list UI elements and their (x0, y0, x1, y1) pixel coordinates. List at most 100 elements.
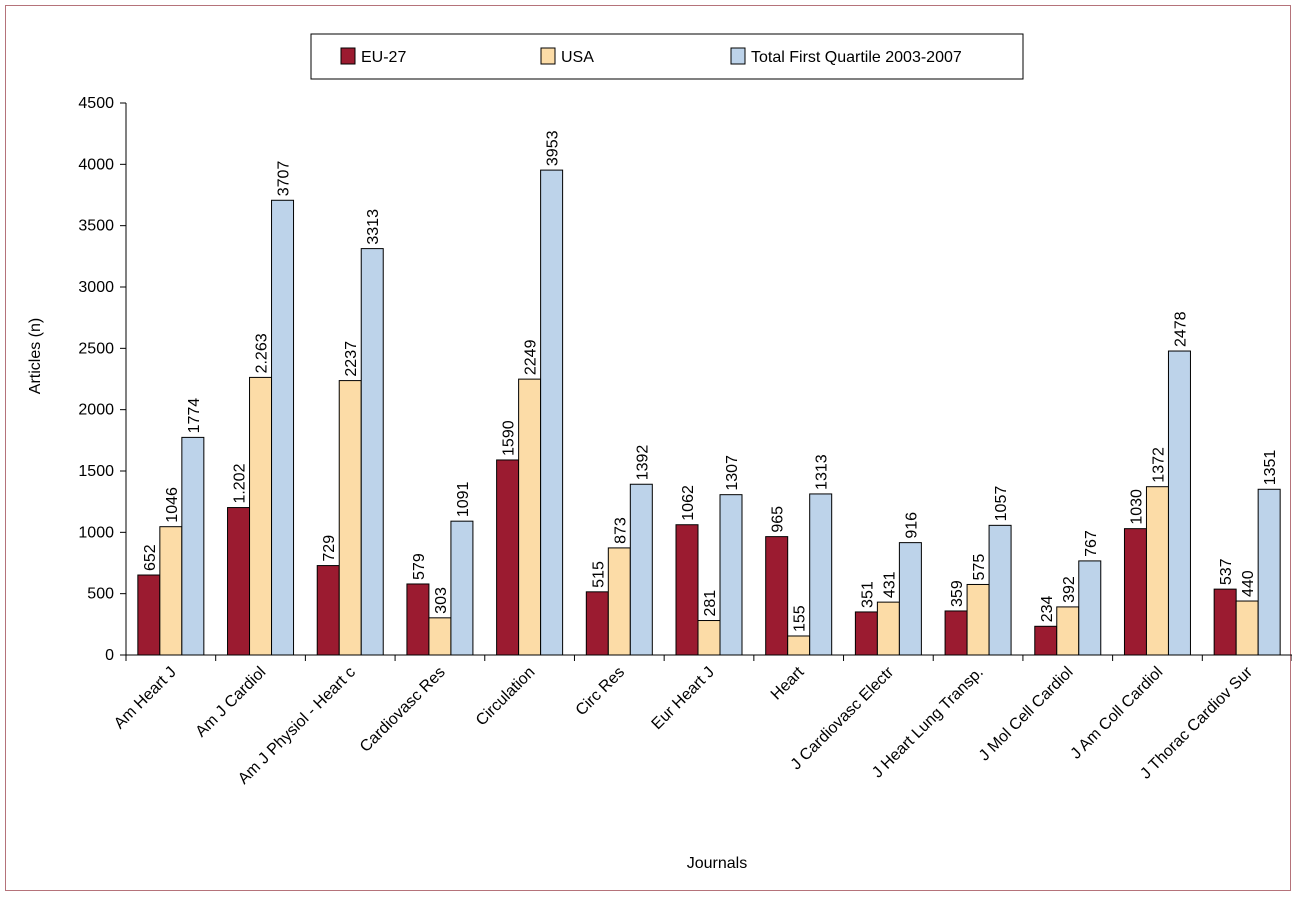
bar-chart: EU-27 USA Total First Quartile 2003-2007 0… (27, 33, 1293, 872)
bar (585, 591, 609, 656)
y-tick-label: 4500 (78, 95, 114, 112)
category-label: Heart (768, 663, 808, 703)
bar (338, 380, 362, 656)
bar-value-label: 155 (792, 605, 809, 632)
bar (607, 547, 631, 656)
bar (1167, 350, 1191, 656)
bar (988, 524, 1012, 656)
bar-value-label: 1046 (164, 487, 181, 523)
bar (765, 536, 789, 656)
bar (137, 574, 161, 656)
legend-label: USA (561, 49, 594, 66)
bar-value-label: 3313 (365, 209, 382, 245)
category-label: Circulation (473, 664, 538, 729)
bar-value-label: 1392 (634, 445, 651, 481)
bar (898, 542, 922, 656)
bar (1078, 560, 1102, 656)
category-label: Cardiovasc Res (357, 664, 449, 756)
y-tick-label: 2000 (78, 402, 114, 419)
bar (1034, 625, 1058, 656)
category-label: Circ Res (573, 664, 628, 719)
bar (944, 610, 968, 656)
bar-value-label: 1372 (1150, 447, 1167, 483)
category-label: Am J Cardiol (193, 664, 270, 741)
bar (966, 583, 990, 656)
bar-value-label: 1313 (814, 454, 831, 490)
bar-value-label: 767 (1083, 530, 1100, 557)
bar (1123, 528, 1147, 656)
category-label: J Mol Cell Cardiol (976, 664, 1077, 765)
bar-value-label: 1030 (1128, 489, 1145, 525)
bar (496, 459, 520, 656)
bar (159, 526, 183, 656)
bar (249, 376, 273, 656)
bar-value-label: 652 (142, 544, 159, 571)
bar-value-label: 965 (770, 506, 787, 533)
bar (854, 611, 878, 656)
bar-value-label: 916 (903, 512, 920, 539)
bar (1056, 606, 1080, 656)
bar-value-label: 2478 (1172, 311, 1189, 347)
bar (809, 493, 833, 656)
bar (697, 620, 721, 656)
legend-swatch (340, 47, 356, 65)
bar-value-label: 1091 (455, 481, 472, 517)
value-labels: 652 1046 1774 1.202 2.263 3707 729 2237 3313 579 3… (142, 130, 1279, 632)
legend-label: Total First Quartile 2003-2007 (751, 49, 962, 66)
bar-value-label: 2237 (343, 341, 360, 377)
bar (518, 378, 542, 656)
y-axis-label: Articles (n) (27, 318, 44, 394)
bar (1213, 588, 1237, 656)
bar (227, 507, 251, 656)
bar-value-label: 1057 (993, 486, 1010, 522)
bar (1145, 486, 1169, 656)
bar (316, 565, 340, 656)
bar (1257, 488, 1281, 656)
category-label: Am Heart J (111, 664, 180, 733)
bar-value-label: 1590 (501, 420, 518, 456)
bar (406, 583, 430, 656)
bar-value-label: 392 (1061, 576, 1078, 603)
legend-label: EU-27 (361, 49, 406, 66)
bar (719, 494, 743, 656)
bar-value-label: 1774 (186, 398, 203, 434)
y-tick-label: 3000 (78, 279, 114, 296)
bar-value-label: 2.263 (254, 333, 271, 373)
bar (271, 199, 295, 656)
bar-value-label: 537 (1218, 558, 1235, 585)
x-axis-label: Journals (687, 855, 747, 872)
y-tick-label: 3500 (78, 218, 114, 235)
bar-value-label: 351 (859, 581, 876, 608)
bar-value-label: 515 (590, 561, 607, 588)
bar-value-label: 359 (949, 580, 966, 607)
bar (629, 483, 653, 656)
bar (1235, 600, 1259, 656)
bar-value-label: 579 (411, 553, 428, 580)
bar-value-label: 1.202 (232, 463, 249, 503)
bar-value-label: 1307 (724, 455, 741, 491)
legend: EU-27 USA Total First Quartile 2003-2007 (310, 33, 1024, 80)
bar-value-label: 3707 (276, 161, 293, 197)
bar-value-label: 3953 (545, 130, 562, 166)
category-label: Eur Heart J (649, 664, 718, 733)
bar-value-label: 575 (971, 554, 988, 581)
bar-value-label: 234 (1039, 595, 1056, 622)
bar (675, 524, 699, 656)
bar (450, 520, 474, 656)
y-tick-label: 0 (105, 647, 114, 664)
bar-value-label: 729 (321, 535, 338, 562)
y-tick-label: 2500 (78, 340, 114, 357)
category-label: J Am Coll Cardiol (1068, 664, 1167, 763)
legend-swatch (730, 47, 746, 65)
legend-swatch (540, 47, 556, 65)
bar-value-label: 1062 (680, 485, 697, 521)
y-tick-label: 4000 (78, 156, 114, 173)
bar-value-label: 281 (702, 590, 719, 617)
legend-box (310, 33, 1024, 80)
y-tick-label: 1500 (78, 463, 114, 480)
bar (787, 635, 811, 656)
bar (540, 169, 564, 656)
y-tick-label: 500 (87, 586, 114, 603)
bar-value-label: 303 (433, 587, 450, 614)
